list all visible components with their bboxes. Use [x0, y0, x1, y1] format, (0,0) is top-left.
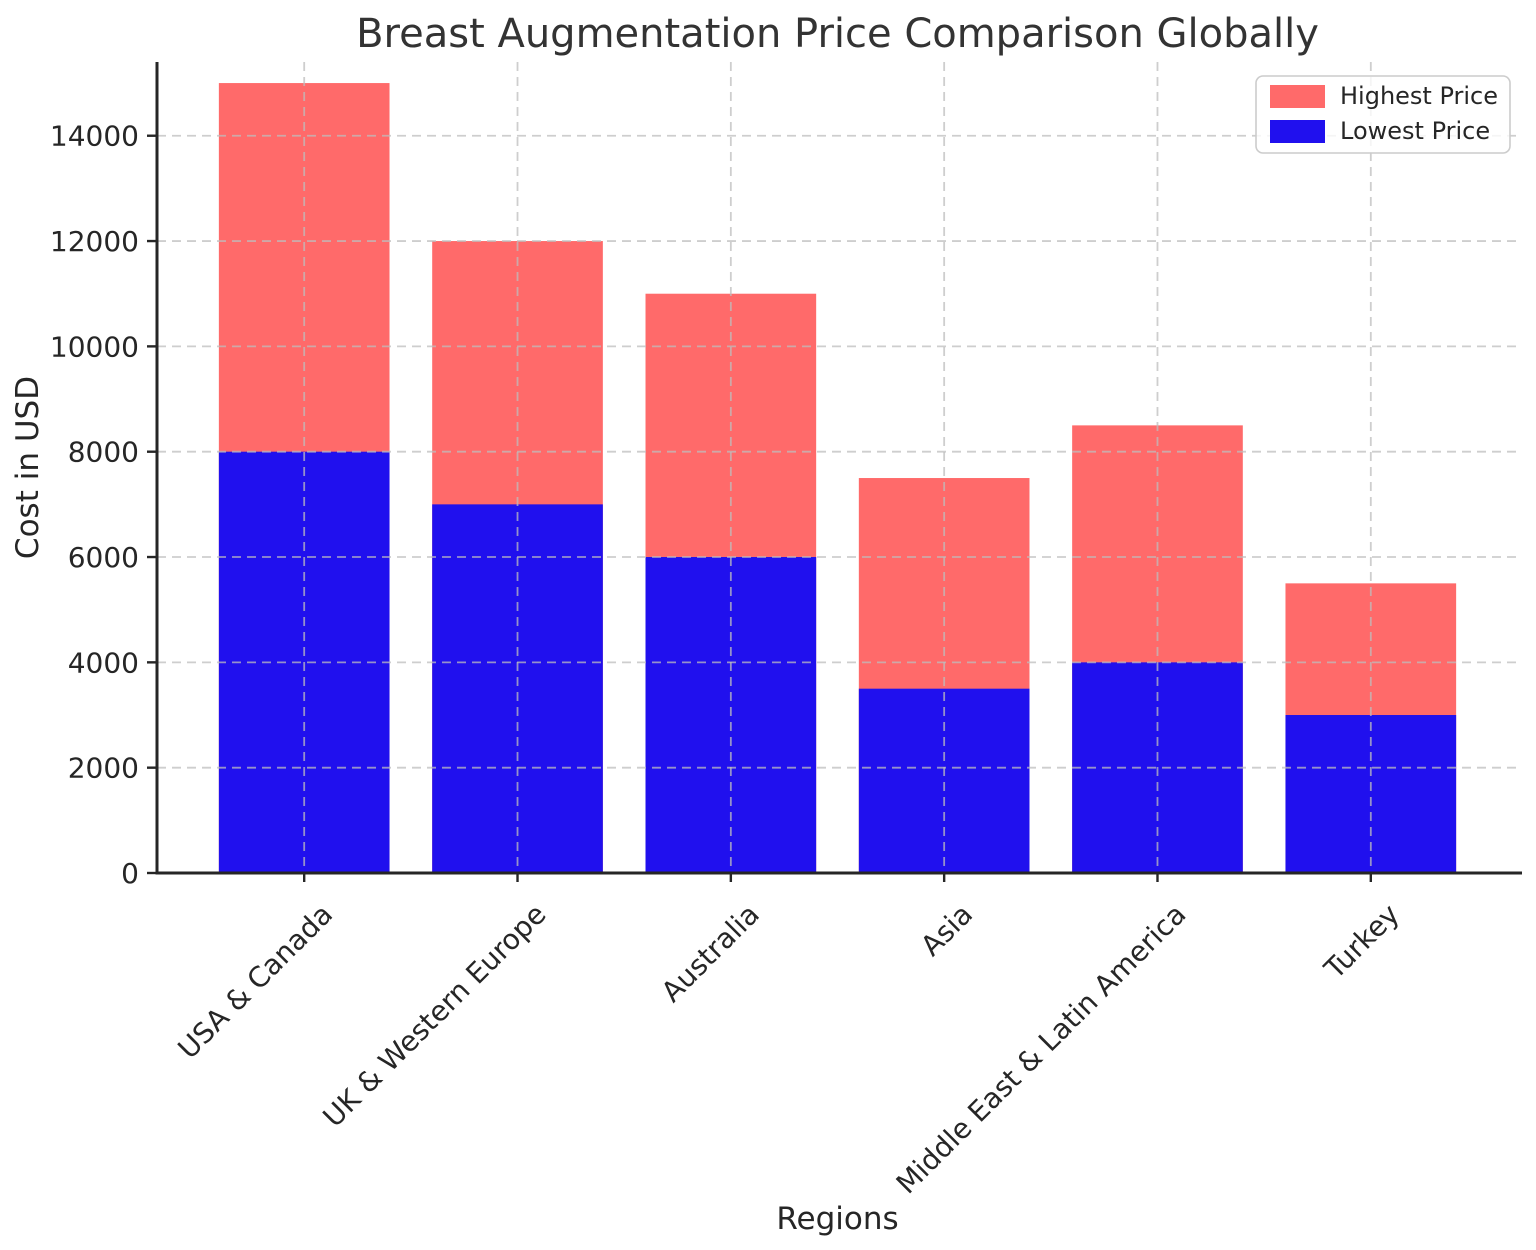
legend-swatch-lowest-price	[1270, 120, 1325, 143]
y-axis-label: Cost in USD	[10, 376, 46, 559]
axes-layer	[147, 62, 1522, 882]
legend-label-highest-price: Highest Price	[1340, 82, 1498, 110]
y-tick-label-8000: 8000	[68, 436, 139, 469]
y-tick-label-12000: 12000	[50, 225, 139, 258]
x-tick-label-uk-western-europe: UK & Western Europe	[317, 898, 553, 1134]
x-tick-label-turkey: Turkey	[1317, 898, 1405, 986]
legend-label-lowest-price: Lowest Price	[1340, 117, 1490, 145]
chart-title: Breast Augmentation Price Comparison Glo…	[356, 11, 1319, 57]
gridlines-layer	[157, 62, 1518, 873]
legend-swatch-highest-price	[1270, 85, 1325, 108]
x-tick-label-australia: Australia	[655, 898, 766, 1009]
y-tick-label-4000: 4000	[68, 646, 139, 679]
y-tick-label-6000: 6000	[68, 541, 139, 574]
y-tick-label-14000: 14000	[50, 120, 139, 153]
legend: Highest Price Lowest Price	[1255, 75, 1511, 154]
bars-layer	[218, 83, 1457, 873]
x-tick-label-asia: Asia	[914, 898, 979, 963]
x-tick-label-usa-canada: USA & Canada	[171, 898, 339, 1066]
x-axis-label: Regions	[776, 1201, 898, 1237]
y-tick-label-10000: 10000	[50, 330, 139, 363]
y-tick-label-0: 0	[121, 857, 139, 890]
y-tick-label-2000: 2000	[68, 752, 139, 785]
